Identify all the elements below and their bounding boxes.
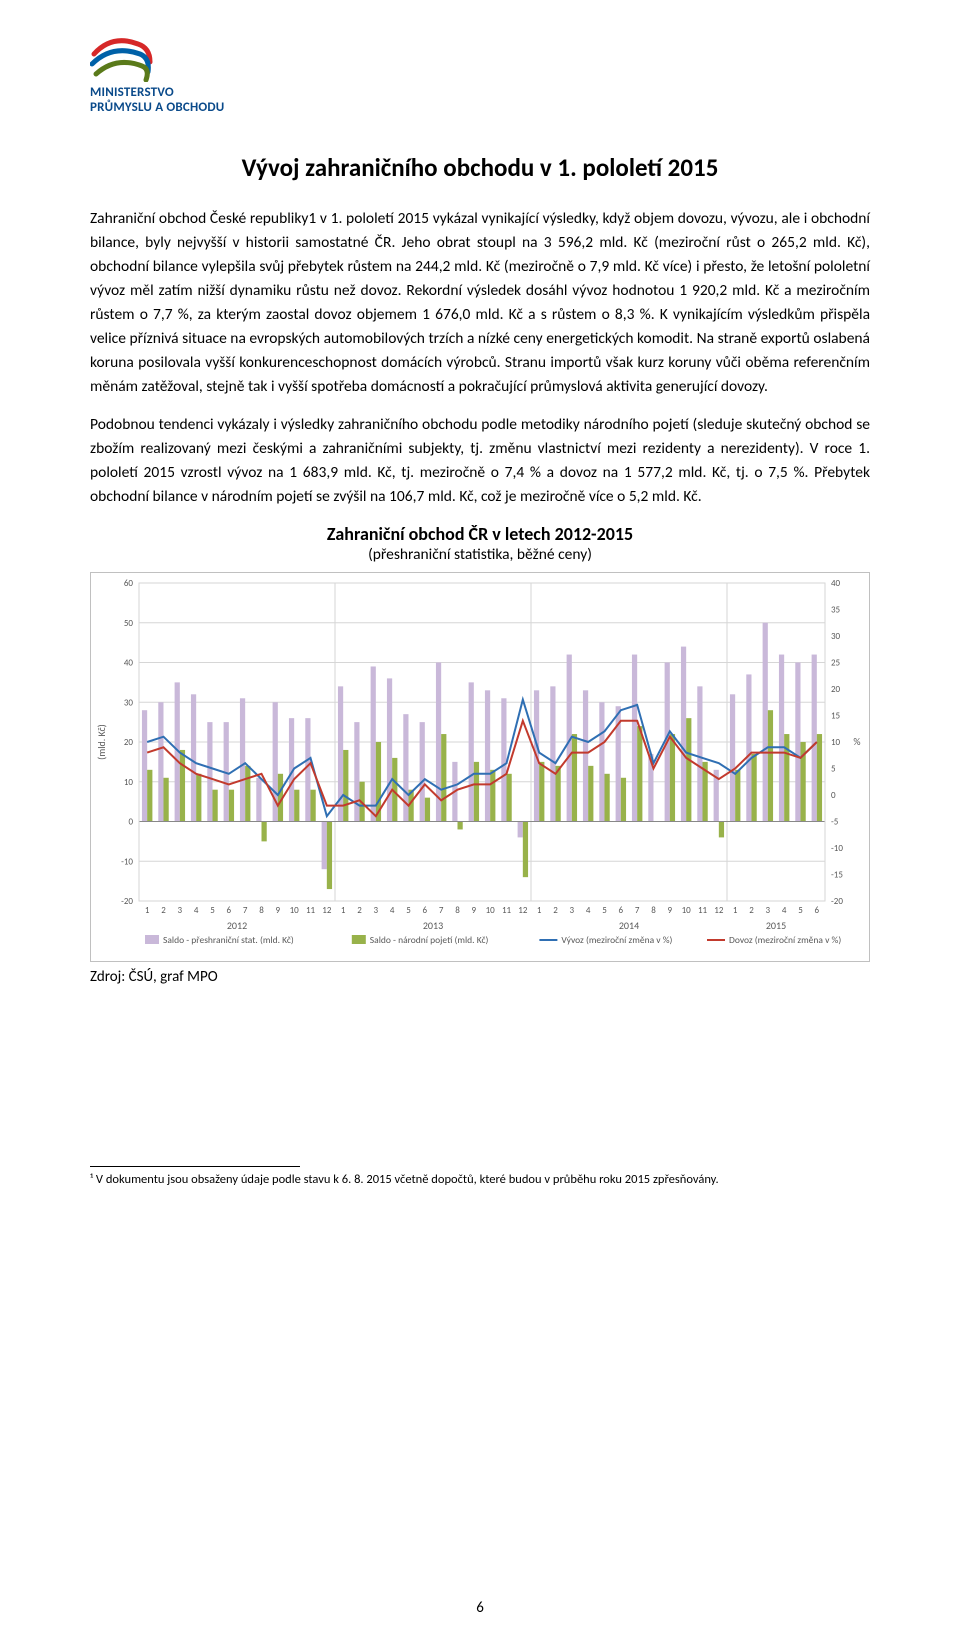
logo-line1: MINISTERSTVO xyxy=(90,86,870,101)
svg-text:9: 9 xyxy=(472,905,477,916)
chart-canvas: -20-100102030405060-20-15-10-50510152025… xyxy=(91,573,869,961)
trade-chart: -20-100102030405060-20-15-10-50510152025… xyxy=(90,572,870,962)
svg-text:20: 20 xyxy=(831,684,841,695)
svg-text:40: 40 xyxy=(124,658,134,669)
svg-text:60: 60 xyxy=(124,578,134,589)
svg-text:2012: 2012 xyxy=(227,919,247,932)
svg-text:8: 8 xyxy=(259,905,264,916)
svg-text:4: 4 xyxy=(194,905,199,916)
svg-text:20: 20 xyxy=(124,737,134,748)
svg-text:Dovoz (meziroční změna v %): Dovoz (meziroční změna v %) xyxy=(729,934,841,946)
svg-text:5: 5 xyxy=(798,905,803,916)
svg-text:9: 9 xyxy=(668,905,673,916)
svg-text:-10: -10 xyxy=(121,856,133,867)
svg-text:1: 1 xyxy=(537,905,542,916)
svg-text:4: 4 xyxy=(782,905,787,916)
ministry-logo: MINISTERSTVO PRŮMYSLU A OBCHODU xyxy=(90,38,870,116)
svg-text:50: 50 xyxy=(124,618,134,629)
svg-text:2: 2 xyxy=(357,905,362,916)
svg-text:-20: -20 xyxy=(831,896,843,907)
chart-subtitle: (přeshraniční statistika, běžné ceny) xyxy=(90,545,870,564)
svg-text:6: 6 xyxy=(227,905,232,916)
svg-text:10: 10 xyxy=(290,905,300,916)
svg-text:30: 30 xyxy=(831,631,841,642)
svg-text:4: 4 xyxy=(586,905,591,916)
svg-text:2: 2 xyxy=(553,905,558,916)
svg-text:1: 1 xyxy=(145,905,150,916)
svg-text:8: 8 xyxy=(455,905,460,916)
svg-text:11: 11 xyxy=(698,905,708,916)
chart-title: Zahraniční obchod ČR v letech 2012-2015 xyxy=(90,523,870,545)
svg-text:2014: 2014 xyxy=(619,919,639,932)
svg-text:1: 1 xyxy=(341,905,346,916)
svg-text:7: 7 xyxy=(439,905,444,916)
document-title: Vývoj zahraničního obchodu v 1. pololetí… xyxy=(90,152,870,183)
svg-text:9: 9 xyxy=(276,905,281,916)
svg-text:3: 3 xyxy=(374,905,379,916)
footnote-separator xyxy=(90,1166,300,1167)
svg-text:10: 10 xyxy=(831,737,841,748)
svg-text:5: 5 xyxy=(602,905,607,916)
svg-text:5: 5 xyxy=(831,764,836,775)
svg-text:35: 35 xyxy=(831,605,841,616)
svg-text:6: 6 xyxy=(815,905,820,916)
svg-text:2: 2 xyxy=(749,905,754,916)
svg-text:25: 25 xyxy=(831,658,841,669)
svg-text:10: 10 xyxy=(682,905,692,916)
svg-text:8: 8 xyxy=(651,905,656,916)
svg-text:6: 6 xyxy=(423,905,428,916)
svg-text:12: 12 xyxy=(518,905,528,916)
svg-text:-10: -10 xyxy=(831,843,843,854)
svg-text:3: 3 xyxy=(178,905,183,916)
svg-text:5: 5 xyxy=(406,905,411,916)
svg-text:2013: 2013 xyxy=(423,919,443,932)
svg-text:Saldo - národní pojetí (mld. K: Saldo - národní pojetí (mld. Kč) xyxy=(370,934,489,946)
paragraph-1: Zahraniční obchod České republiky1 v 1. … xyxy=(90,207,870,399)
logo-line2: PRŮMYSLU A OBCHODU xyxy=(90,101,870,116)
svg-text:-15: -15 xyxy=(831,870,843,881)
svg-text:2015: 2015 xyxy=(766,919,786,932)
globe-swoosh-icon xyxy=(90,38,154,82)
svg-text:5: 5 xyxy=(210,905,215,916)
svg-text:12: 12 xyxy=(322,905,332,916)
svg-text:3: 3 xyxy=(570,905,575,916)
svg-text:15: 15 xyxy=(831,711,841,722)
svg-text:%: % xyxy=(853,735,860,748)
footnote-1: ¹ V dokumentu jsou obsaženy údaje podle … xyxy=(90,1171,870,1189)
svg-text:11: 11 xyxy=(306,905,316,916)
svg-text:Vývoz (meziroční změna v %): Vývoz (meziroční změna v %) xyxy=(561,934,672,946)
svg-text:12: 12 xyxy=(714,905,724,916)
svg-text:3: 3 xyxy=(766,905,771,916)
paragraph-2: Podobnou tendenci vykázaly i výsledky za… xyxy=(90,413,870,509)
svg-text:4: 4 xyxy=(390,905,395,916)
svg-text:6: 6 xyxy=(619,905,624,916)
svg-text:(mld. Kč): (mld. Kč) xyxy=(95,724,108,760)
svg-text:40: 40 xyxy=(831,578,841,589)
svg-text:2: 2 xyxy=(161,905,166,916)
svg-text:1: 1 xyxy=(733,905,738,916)
page-number: 6 xyxy=(0,1599,960,1617)
svg-text:-20: -20 xyxy=(121,896,133,907)
svg-text:0: 0 xyxy=(128,817,133,828)
svg-text:10: 10 xyxy=(486,905,496,916)
svg-text:-5: -5 xyxy=(831,817,839,828)
svg-text:10: 10 xyxy=(124,777,134,788)
svg-text:0: 0 xyxy=(831,790,836,801)
svg-text:11: 11 xyxy=(502,905,512,916)
chart-source: Zdroj: ČSÚ, graf MPO xyxy=(90,968,870,986)
svg-text:30: 30 xyxy=(124,697,134,708)
svg-text:Saldo - přeshraniční stat. (ml: Saldo - přeshraniční stat. (mld. Kč) xyxy=(163,934,294,946)
svg-text:7: 7 xyxy=(243,905,248,916)
svg-text:7: 7 xyxy=(635,905,640,916)
